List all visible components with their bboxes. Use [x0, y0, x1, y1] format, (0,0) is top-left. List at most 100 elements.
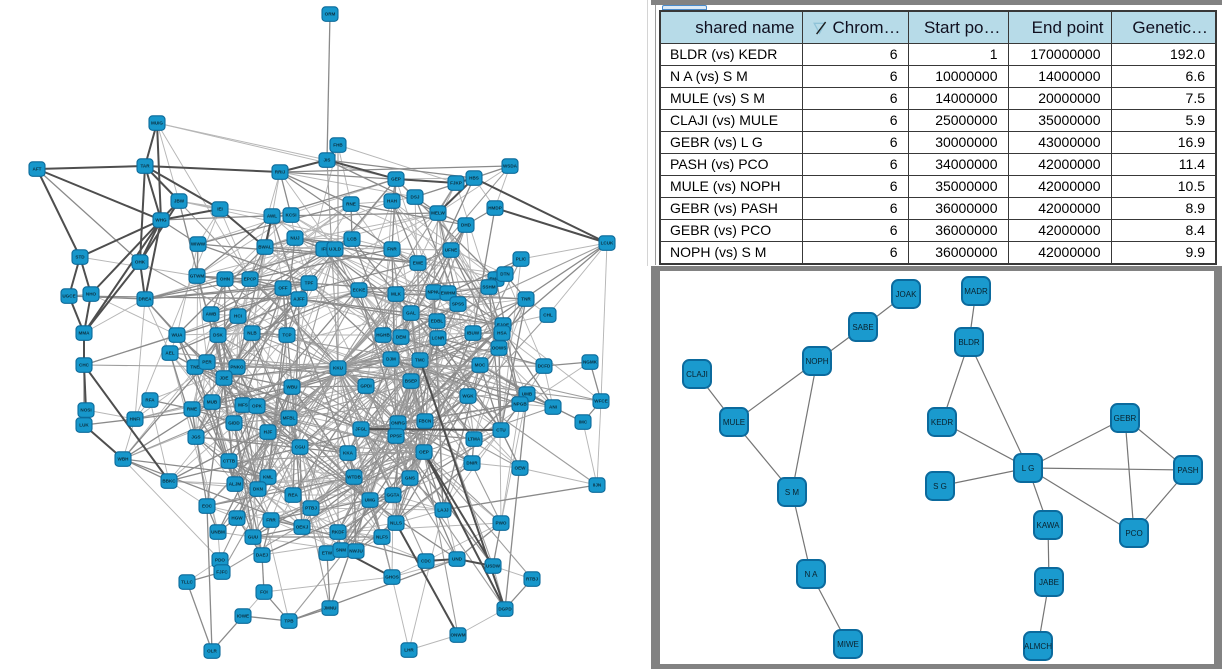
svg-text:HGW: HGW [231, 516, 243, 521]
svg-text:OOWS: OOWS [492, 346, 507, 351]
svg-text:CTU: CTU [496, 428, 506, 433]
svg-text:REA: REA [288, 493, 298, 498]
svg-text:HGHB: HGHB [376, 333, 390, 338]
svg-text:DKN: DKN [253, 487, 264, 492]
svg-text:NHO: NHO [86, 292, 97, 297]
svg-text:NPNU: NPNU [427, 290, 441, 295]
svg-text:IEI: IEI [217, 207, 223, 212]
svg-text:HAH: HAH [387, 199, 398, 204]
svg-text:PLIC: PLIC [516, 257, 527, 262]
svg-text:IOWE: IOWE [237, 614, 249, 619]
svg-text:FOI: FOI [260, 590, 268, 595]
svg-text:JGS: JGS [191, 435, 200, 440]
svg-text:HMDP: HMDP [488, 206, 502, 211]
svg-text:ANI: ANI [549, 405, 557, 410]
svg-text:FRR: FRR [266, 518, 276, 523]
svg-text:OEW: OEW [515, 466, 527, 471]
svg-text:MELW: MELW [431, 211, 445, 216]
svg-text:ALMCH: ALMCH [1024, 642, 1052, 651]
svg-text:SSHM: SSHM [482, 285, 495, 290]
svg-text:WTDB: WTDB [347, 475, 361, 480]
svg-text:DSK: DSK [213, 333, 223, 338]
svg-text:GTWM: GTWM [190, 274, 205, 279]
svg-text:TAR: TAR [140, 164, 150, 169]
svg-text:KKU: KKU [333, 366, 344, 371]
svg-text:ONWM: ONWM [450, 633, 465, 638]
svg-text:OPK: OPK [252, 404, 263, 409]
svg-text:OHN: OHN [220, 277, 231, 282]
svg-text:LUK: LUK [79, 423, 89, 428]
svg-text:LCB: LCB [347, 237, 357, 242]
svg-text:LHR: LHR [404, 648, 414, 653]
svg-text:JMNU: JMNU [323, 606, 337, 611]
svg-text:AWL: AWL [267, 214, 277, 219]
svg-text:BWAL: BWAL [258, 245, 272, 250]
svg-text:FBCN: FBCN [419, 419, 432, 424]
svg-text:CTTB: CTTB [223, 459, 236, 464]
svg-text:PWO: PWO [496, 521, 507, 526]
svg-text:EMOP: EMOP [489, 277, 503, 282]
svg-text:RFA: RFA [145, 398, 155, 403]
svg-text:GNS: GNS [405, 476, 415, 481]
svg-text:KML: KML [263, 475, 273, 480]
svg-text:EJOE: EJOE [497, 323, 509, 328]
svg-text:MULE: MULE [723, 418, 745, 427]
svg-text:OEP: OEP [419, 450, 429, 455]
svg-text:TNR: TNR [521, 297, 531, 302]
svg-text:BBKC: BBKC [162, 479, 176, 484]
svg-text:GGTA: GGTA [387, 493, 401, 498]
svg-text:WIWW: WIWW [191, 242, 206, 247]
svg-text:IFI: IFI [321, 247, 326, 252]
svg-text:OFF: OFF [278, 286, 287, 291]
svg-text:NWJU: NWJU [349, 549, 363, 554]
svg-text:ETW: ETW [322, 551, 333, 556]
svg-text:JABE: JABE [1039, 578, 1059, 587]
svg-text:CGU: CGU [295, 445, 306, 450]
svg-text:JIS: JIS [324, 158, 331, 163]
svg-text:JDE: JDE [220, 376, 229, 381]
svg-text:WSDA: WSDA [503, 164, 518, 169]
svg-text:DEM: DEM [396, 335, 406, 340]
svg-text:WFCE: WFCE [594, 399, 608, 404]
svg-text:CHC: CHC [79, 363, 90, 368]
svg-text:OLR: OLR [207, 649, 217, 654]
svg-text:RKDF: RKDF [332, 530, 345, 535]
svg-text:SNM: SNM [336, 548, 346, 553]
svg-text:DJM: DJM [386, 357, 396, 362]
svg-text:AJFF: AJFF [293, 297, 305, 302]
svg-text:DNIR: DNIR [466, 461, 478, 466]
svg-text:MUIG: MUIG [151, 121, 163, 126]
svg-text:GIDD: GIDD [228, 421, 240, 426]
svg-text:NPGB: NPGB [513, 402, 527, 407]
svg-text:AEL: AEL [165, 351, 174, 356]
svg-text:HBS: HBS [469, 176, 479, 181]
svg-text:TLLC: TLLC [181, 580, 193, 585]
svg-text:RNE: RNE [346, 202, 356, 207]
svg-text:GUU: GUU [248, 535, 259, 540]
svg-text:AWB: AWB [206, 312, 217, 317]
svg-text:OHK: OHK [135, 260, 146, 265]
svg-text:USDW: USDW [486, 564, 501, 569]
svg-text:CLAJI: CLAJI [686, 370, 708, 379]
svg-text:EDBL: EDBL [431, 319, 444, 324]
svg-text:DCFD: DCFD [538, 364, 551, 369]
svg-text:RRIJ: RRIJ [275, 170, 286, 175]
svg-text:EOC: EOC [202, 504, 213, 509]
svg-text:CHL: CHL [543, 313, 553, 318]
svg-text:BSEP: BSEP [405, 379, 418, 384]
svg-text:JOAK: JOAK [896, 290, 918, 299]
svg-text:CDC: CDC [421, 559, 432, 564]
svg-text:UNBM: UNBM [211, 530, 225, 535]
svg-text:JFGL: JFGL [355, 427, 367, 432]
svg-text:WHG: WHG [155, 218, 167, 223]
svg-text:S M: S M [785, 488, 800, 497]
svg-text:UMG: UMG [365, 498, 376, 503]
svg-text:WBH: WBH [118, 457, 130, 462]
svg-text:AFT: AFT [33, 167, 42, 172]
svg-text:GEP: GEP [391, 177, 401, 182]
svg-text:STD: STD [75, 255, 85, 260]
svg-text:ALJM: ALJM [229, 482, 242, 487]
svg-text:JBW: JBW [174, 199, 185, 204]
svg-text:TPB: TPB [284, 619, 294, 624]
svg-text:IMC: IMC [579, 420, 588, 425]
